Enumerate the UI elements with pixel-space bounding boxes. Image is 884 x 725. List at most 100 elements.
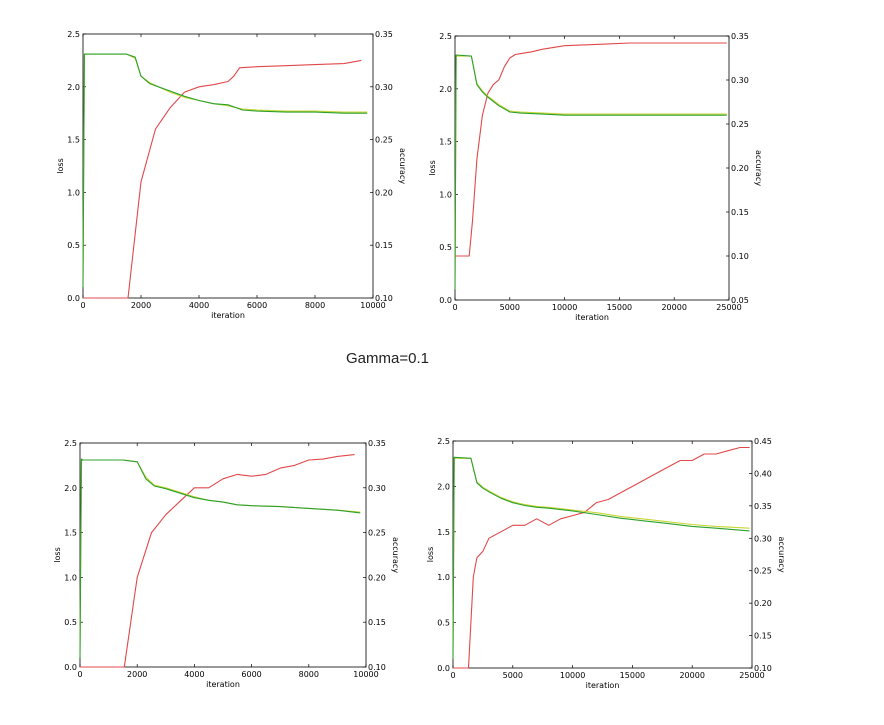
plot-frame <box>452 440 753 669</box>
x-axis-label: iteration <box>586 681 620 690</box>
y-tick-label: 0.0 <box>439 296 452 305</box>
y2-tick-label: 0.10 <box>368 663 386 672</box>
x-tick-label: 0 <box>452 303 457 312</box>
y2-tick-label: 0.40 <box>754 469 772 478</box>
y2-tick-label: 0.15 <box>754 632 772 641</box>
y2-tick-label: 0.30 <box>368 484 386 493</box>
y2-axis-label: accuracy <box>391 537 400 573</box>
y-tick-label: 0.5 <box>64 618 77 627</box>
x-tick-label: 0 <box>77 670 82 679</box>
y2-tick-label: 0.05 <box>731 296 749 305</box>
y2-tick-label: 0.15 <box>731 208 749 217</box>
x-tick-label: 10000 <box>560 671 585 680</box>
accuracy-line <box>80 454 355 668</box>
x-axis-label: iteration <box>206 680 240 689</box>
loss-line-2 <box>454 54 727 290</box>
y-axis-label: loss <box>53 547 62 562</box>
x-tick-label: 25000 <box>716 303 741 312</box>
plot-frame <box>454 35 730 301</box>
y2-tick-label: 0.45 <box>754 437 772 446</box>
y2-tick-label: 0.35 <box>731 32 749 41</box>
y-tick-label: 2.0 <box>64 484 77 493</box>
chart-bottom-right: 0 5000 10000 15000 20000 25000 0.0 0.5 1.0 1.5 2.0… <box>426 437 786 690</box>
plot-group: 0 2000 4000 6000 8000 10000 0.0 0.5 1.0 1.5 2.0 2.5… <box>53 439 400 689</box>
y-tick-label: 1.0 <box>437 573 450 582</box>
y2-tick-label: 0.15 <box>368 618 386 627</box>
y-tick-label: 2.5 <box>64 439 77 448</box>
chart-top-left: 0 2000 4000 6000 8000 10000 0.0 0.5 1.0 1.5 2.0 2.5… <box>56 30 407 320</box>
y-tick-label: 1.5 <box>437 528 450 537</box>
y-tick-label: 2.0 <box>67 83 80 92</box>
y2-axis-label: accuracy <box>754 150 763 186</box>
x-tick-label: 5000 <box>503 671 523 680</box>
y-tick-label: 2.5 <box>439 32 452 41</box>
accuracy-line <box>453 446 750 669</box>
x-tick-label: 10000 <box>552 303 577 312</box>
accuracy-line <box>455 42 727 257</box>
y-tick-label: 0.5 <box>439 243 452 252</box>
y2-tick-label: 0.25 <box>375 136 393 145</box>
y-tick-label: 2.5 <box>437 437 450 446</box>
loss-line-2 <box>452 456 750 659</box>
y-tick-label: 1.0 <box>439 190 452 199</box>
x-tick-label: 10000 <box>353 670 378 679</box>
y2-tick-label: 0.25 <box>731 120 749 129</box>
y2-tick-label: 0.10 <box>731 252 749 261</box>
x-axis-label: iteration <box>211 311 245 320</box>
y-tick-label: 0.5 <box>67 241 80 250</box>
y2-tick-label: 0.20 <box>375 188 393 197</box>
x-tick-label: 8000 <box>305 301 325 310</box>
x-tick-label: 2000 <box>127 670 147 679</box>
y2-tick-label: 0.25 <box>368 529 386 538</box>
plot-group: 0 2000 4000 6000 8000 10000 0.0 0.5 1.0 1.5 2.0 2.5… <box>56 30 407 320</box>
y2-tick-label: 0.10 <box>375 294 393 303</box>
chart-top-right: 0 5000 10000 15000 20000 25000 0.0 0.5 1.0 1.5 2.0… <box>428 32 763 322</box>
y-tick-label: 2.0 <box>439 85 452 94</box>
y-axis-label: loss <box>426 547 435 562</box>
x-tick-label: 25000 <box>739 671 764 680</box>
loss-line-2 <box>79 458 361 659</box>
y-axis-label: loss <box>428 160 437 175</box>
y2-tick-label: 0.30 <box>731 76 749 85</box>
y2-tick-label: 0.35 <box>754 502 772 511</box>
y-tick-label: 2.5 <box>67 30 80 39</box>
x-tick-label: 15000 <box>607 303 632 312</box>
y-tick-label: 0.5 <box>437 619 450 628</box>
plot-frame <box>82 33 374 299</box>
x-tick-label: 2000 <box>131 301 151 310</box>
x-tick-label: 6000 <box>247 301 267 310</box>
plot-group: 0 5000 10000 15000 20000 25000 0.0 0.5 1.0 1.5 2.0… <box>426 437 786 690</box>
y2-axis-label: accuracy <box>398 148 407 184</box>
accuracy-line <box>83 59 362 299</box>
y-tick-label: 1.5 <box>64 529 77 538</box>
y2-tick-label: 0.25 <box>754 567 772 576</box>
y2-tick-label: 0.15 <box>375 241 393 250</box>
y-tick-label: 1.0 <box>67 188 80 197</box>
y2-tick-label: 0.20 <box>754 599 772 608</box>
x-tick-label: 0 <box>80 301 85 310</box>
x-tick-label: 4000 <box>189 301 209 310</box>
x-tick-label: 10000 <box>360 301 385 310</box>
x-tick-label: 15000 <box>620 671 645 680</box>
y2-axis-label: accuracy <box>777 536 786 572</box>
y-tick-label: 0.0 <box>67 294 80 303</box>
x-tick-label: 8000 <box>299 670 319 679</box>
x-tick-label: 4000 <box>184 670 204 679</box>
y2-tick-label: 0.20 <box>731 164 749 173</box>
x-axis-label: iteration <box>575 313 609 322</box>
plot-group: 0 5000 10000 15000 20000 25000 0.0 0.5 1.0 1.5 2.0… <box>428 32 763 322</box>
x-tick-label: 0 <box>450 671 455 680</box>
y-tick-label: 2.0 <box>437 482 450 491</box>
x-tick-label: 6000 <box>241 670 261 679</box>
y2-tick-label: 0.35 <box>368 439 386 448</box>
y-tick-label: 0.0 <box>64 663 77 672</box>
y2-tick-label: 0.35 <box>375 30 393 39</box>
y2-tick-label: 0.30 <box>754 534 772 543</box>
y2-tick-label: 0.10 <box>754 664 772 673</box>
y-tick-label: 1.5 <box>439 138 452 147</box>
y2-tick-label: 0.20 <box>368 573 386 582</box>
chart-bottom-left: 0 2000 4000 6000 8000 10000 0.0 0.5 1.0 1.5 2.0 2.5… <box>53 439 400 689</box>
x-tick-label: 5000 <box>500 303 520 312</box>
x-tick-label: 20000 <box>679 671 704 680</box>
y-axis-label: loss <box>56 158 65 173</box>
